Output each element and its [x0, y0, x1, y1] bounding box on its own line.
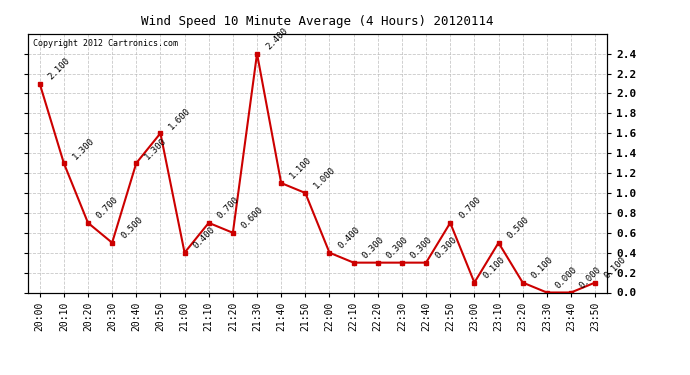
Text: 1.300: 1.300 [144, 136, 168, 161]
Text: 0.100: 0.100 [482, 255, 506, 280]
Text: 0.100: 0.100 [602, 255, 627, 280]
Text: 0.400: 0.400 [337, 225, 362, 251]
Text: 0.000: 0.000 [554, 265, 579, 290]
Text: 0.600: 0.600 [240, 205, 265, 231]
Text: 1.300: 1.300 [71, 136, 96, 161]
Text: 1.600: 1.600 [168, 106, 193, 131]
Text: 0.700: 0.700 [457, 195, 482, 220]
Text: 0.300: 0.300 [409, 235, 434, 261]
Text: 0.000: 0.000 [578, 265, 603, 290]
Text: 1.000: 1.000 [313, 165, 337, 191]
Text: 0.300: 0.300 [385, 235, 410, 261]
Text: 0.500: 0.500 [506, 215, 531, 241]
Text: 1.100: 1.100 [288, 156, 313, 181]
Text: 2.100: 2.100 [47, 56, 72, 81]
Text: Wind Speed 10 Minute Average (4 Hours) 20120114: Wind Speed 10 Minute Average (4 Hours) 2… [141, 15, 493, 28]
Text: 0.100: 0.100 [530, 255, 555, 280]
Text: Copyright 2012 Cartronics.com: Copyright 2012 Cartronics.com [33, 39, 179, 48]
Text: 0.700: 0.700 [216, 195, 241, 220]
Text: 0.400: 0.400 [192, 225, 217, 251]
Text: 0.500: 0.500 [119, 215, 144, 241]
Text: 0.300: 0.300 [433, 235, 458, 261]
Text: 0.300: 0.300 [361, 235, 386, 261]
Text: 0.700: 0.700 [95, 195, 120, 220]
Text: 2.400: 2.400 [264, 26, 289, 51]
